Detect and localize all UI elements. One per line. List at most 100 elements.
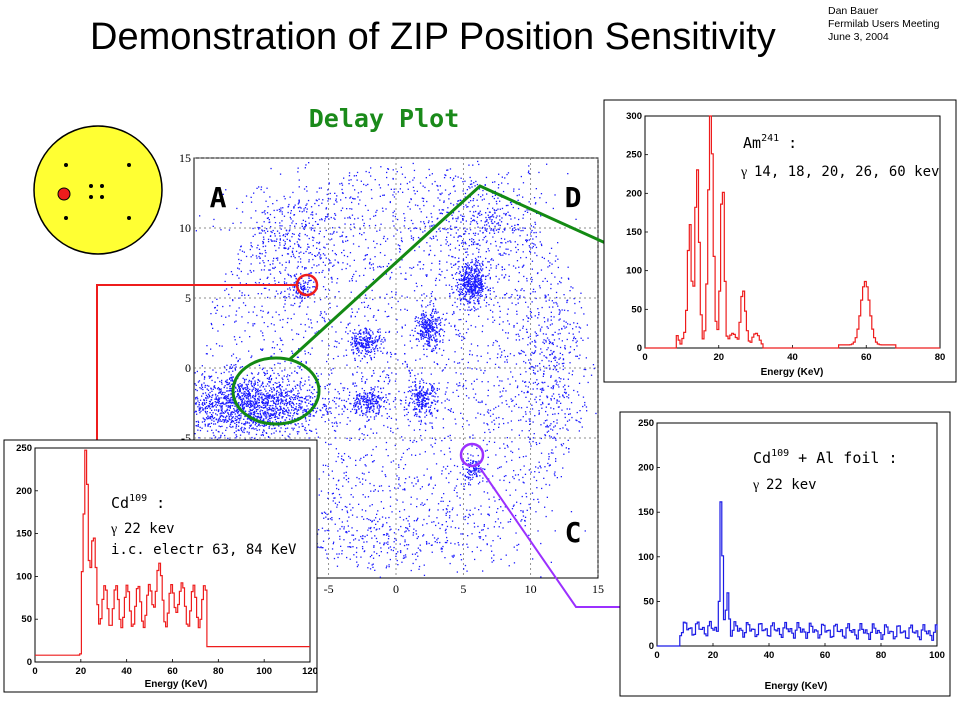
scatter-point: [332, 425, 334, 427]
scatter-point: [374, 337, 376, 339]
scatter-point: [551, 263, 553, 265]
scatter-point: [417, 321, 419, 324]
scatter-point: [511, 508, 514, 510]
scatter-point: [480, 549, 482, 552]
scatter-point: [276, 416, 278, 418]
scatter-point: [359, 427, 361, 430]
scatter-point: [300, 396, 302, 399]
scatter-point: [416, 332, 419, 334]
scatter-point: [534, 415, 536, 417]
scatter-point: [377, 329, 379, 331]
scatter-point: [369, 556, 372, 558]
scatter-point: [470, 262, 472, 264]
scatter-point: [371, 375, 373, 377]
scatter-point: [356, 338, 359, 340]
scatter-point: [569, 408, 571, 410]
scatter-point: [212, 412, 214, 414]
scatter-point: [396, 229, 398, 231]
scatter-point: [547, 430, 550, 432]
scatter-point: [479, 287, 482, 289]
scatter-point: [275, 401, 277, 403]
scatter-point: [434, 442, 436, 444]
scatter-point: [468, 300, 470, 302]
scatter-point: [447, 409, 449, 411]
scatter-point: [355, 459, 357, 462]
scatter-point: [230, 401, 232, 403]
scatter-point: [309, 353, 312, 355]
scatter-point: [271, 410, 273, 412]
scatter-point: [504, 506, 506, 508]
scatter-point: [363, 473, 365, 475]
scatter-point: [201, 365, 203, 367]
scatter-point: [511, 451, 514, 454]
scatter-point: [425, 311, 427, 314]
scatter-point: [227, 406, 229, 408]
scatter-point: [247, 405, 249, 407]
scatter-point: [356, 338, 358, 340]
scatter-point: [345, 349, 347, 351]
scatter-point: [358, 332, 361, 334]
scatter-point: [498, 384, 500, 387]
scatter-point: [522, 265, 524, 267]
scatter-point: [231, 355, 233, 357]
scatter-point: [241, 395, 243, 397]
scatter-point: [394, 353, 396, 355]
scatter-point: [467, 291, 469, 293]
scatter-point: [243, 393, 246, 395]
scatter-point: [471, 368, 473, 370]
scatter-point: [327, 354, 329, 356]
scatter-point: [260, 417, 262, 419]
scatter-point: [376, 331, 379, 333]
scatter-point: [528, 469, 530, 471]
scatter-point: [304, 383, 306, 385]
scatter-point: [375, 523, 377, 525]
scatter-point: [425, 314, 427, 316]
scatter-point: [304, 281, 306, 283]
scatter-point: [525, 496, 528, 498]
scatter-point: [373, 269, 375, 271]
scatter-point: [426, 468, 428, 470]
scatter-point: [242, 397, 244, 399]
scatter-point: [474, 276, 477, 278]
scatter-point: [338, 493, 341, 496]
scatter-point: [390, 188, 392, 190]
scatter-point: [486, 543, 488, 546]
scatter-point: [471, 186, 473, 188]
scatter-point: [554, 366, 556, 368]
scatter-point: [372, 391, 374, 393]
scatter-point: [445, 508, 448, 510]
scatter-point: [568, 394, 570, 396]
scatter-point: [320, 257, 322, 259]
scatter-point: [226, 400, 228, 402]
scatter-point: [462, 258, 465, 260]
scatter-point: [355, 551, 358, 554]
scatter-point: [467, 262, 469, 264]
scatter-point: [539, 362, 541, 365]
scatter-point: [579, 421, 581, 424]
scatter-point: [555, 446, 557, 448]
scatter-point: [464, 282, 466, 284]
scatter-point: [214, 381, 216, 383]
scatter-point: [260, 348, 262, 350]
scatter-point: [459, 283, 462, 285]
scatter-point: [478, 287, 480, 289]
scatter-point: [219, 392, 221, 394]
scatter-point: [350, 315, 352, 317]
scatter-point: [492, 287, 494, 289]
scatter-point: [221, 432, 224, 434]
scatter-point: [341, 455, 343, 457]
scatter-point: [527, 320, 529, 322]
scatter-point: [492, 311, 494, 313]
scatter-point: [483, 372, 485, 374]
scatter-point: [520, 230, 522, 232]
scatter-point: [449, 293, 451, 295]
scatter-point: [471, 290, 473, 293]
scatter-point: [487, 261, 489, 263]
scatter-point: [357, 564, 359, 566]
scatter-point: [587, 337, 589, 339]
scatter-point: [429, 327, 431, 330]
scatter-point: [235, 310, 238, 312]
scatter-point: [468, 233, 470, 235]
scatter-point: [271, 428, 273, 430]
scatter-point: [207, 423, 209, 425]
